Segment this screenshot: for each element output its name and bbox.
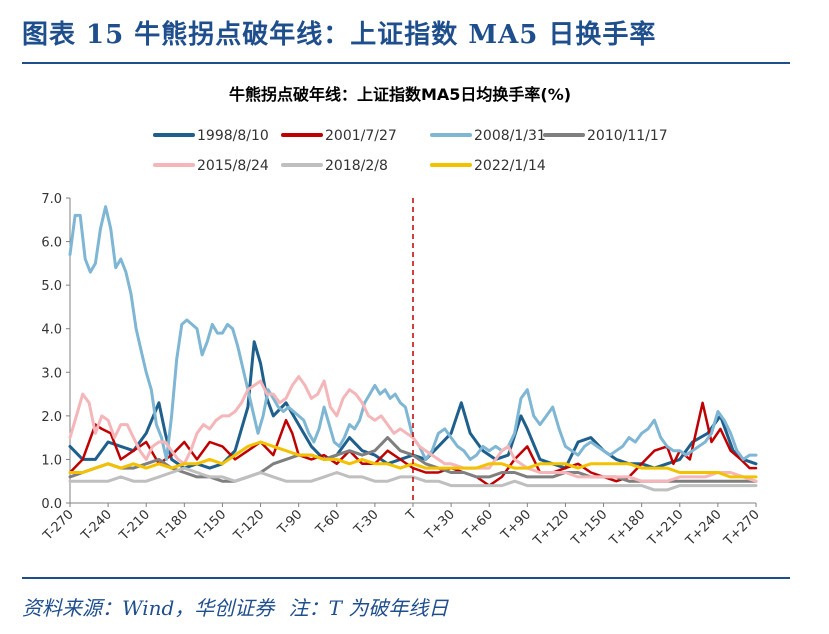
source-divider: [22, 577, 790, 579]
x-tick-label: T-180: [154, 507, 191, 544]
x-tick-label: T-240: [78, 507, 115, 544]
x-tick-label: T+150: [568, 507, 610, 549]
x-tick-label: T-60: [313, 507, 344, 538]
x-tick-label: T+90: [498, 507, 534, 543]
x-tick-label: T-30: [351, 507, 382, 538]
chart-title: 牛熊拐点破年线：上证指数MA5日均换手率(%): [229, 85, 571, 104]
x-tick-label: T+30: [422, 507, 458, 543]
x-tick-label: T+180: [606, 507, 648, 549]
y-tick-label: 7.0: [41, 192, 62, 207]
y-tick-label: 5.0: [41, 279, 62, 294]
legend-label: 2015/8/24: [197, 158, 269, 174]
x-tick-label: T+270: [721, 507, 763, 549]
x-tick-label: T-210: [116, 507, 153, 544]
series-line-2008-1-31: [68, 205, 758, 461]
x-tick-label: T-270: [40, 507, 77, 544]
y-tick-label: 2.0: [41, 410, 62, 425]
y-tick-label: 4.0: [41, 323, 62, 338]
x-tick-label: T+120: [530, 507, 572, 549]
legend-label: 2008/1/31: [474, 128, 546, 144]
legend-label: 2022/1/14: [474, 158, 546, 174]
legend-label: 1998/8/10: [197, 128, 269, 144]
figure-title: 图表 15 牛熊拐点破年线：上证指数 MA5 日换手率: [22, 20, 657, 50]
legend-label: 2018/2/8: [325, 158, 388, 174]
y-tick-label: 1.0: [41, 453, 62, 468]
y-tick-label: 0.0: [41, 497, 62, 512]
title-divider: [22, 62, 790, 64]
y-tick-label: 3.0: [41, 366, 62, 381]
legend-label: 2001/7/27: [325, 128, 397, 144]
plot-area: 0.01.02.03.04.05.06.07.0T-270 T-240 T-210 T…: [40, 192, 763, 549]
x-tick-label: T-150: [192, 507, 229, 544]
line-chart: 牛熊拐点破年线：上证指数MA5日均换手率(%) 1998/8/10 2001/7/…: [40, 85, 763, 549]
x-tick-label: T-90: [274, 507, 305, 538]
source-text: 资料来源：Wind，华创证券: [22, 596, 275, 620]
series-line-2018-2-8: [68, 466, 758, 492]
note-text: 注：T 为破年线日: [288, 596, 449, 620]
x-tick-label: T+60: [460, 507, 496, 543]
x-tick-label: T-120: [230, 507, 267, 544]
legend-label: 2010/11/17: [587, 128, 668, 144]
x-tick-label: T+240: [683, 507, 725, 549]
series-line-2015-8-24: [68, 375, 758, 483]
source-note: 资料来源：Wind，华创证券 注：T 为破年线日: [22, 592, 456, 621]
x-tick-label: T+210: [644, 507, 686, 549]
x-tick-label: T: [403, 507, 420, 524]
y-tick-label: 6.0: [41, 236, 62, 251]
chart-legend: 1998/8/10 2001/7/27 2008/1/31 2010/11/17 201…: [153, 128, 668, 174]
